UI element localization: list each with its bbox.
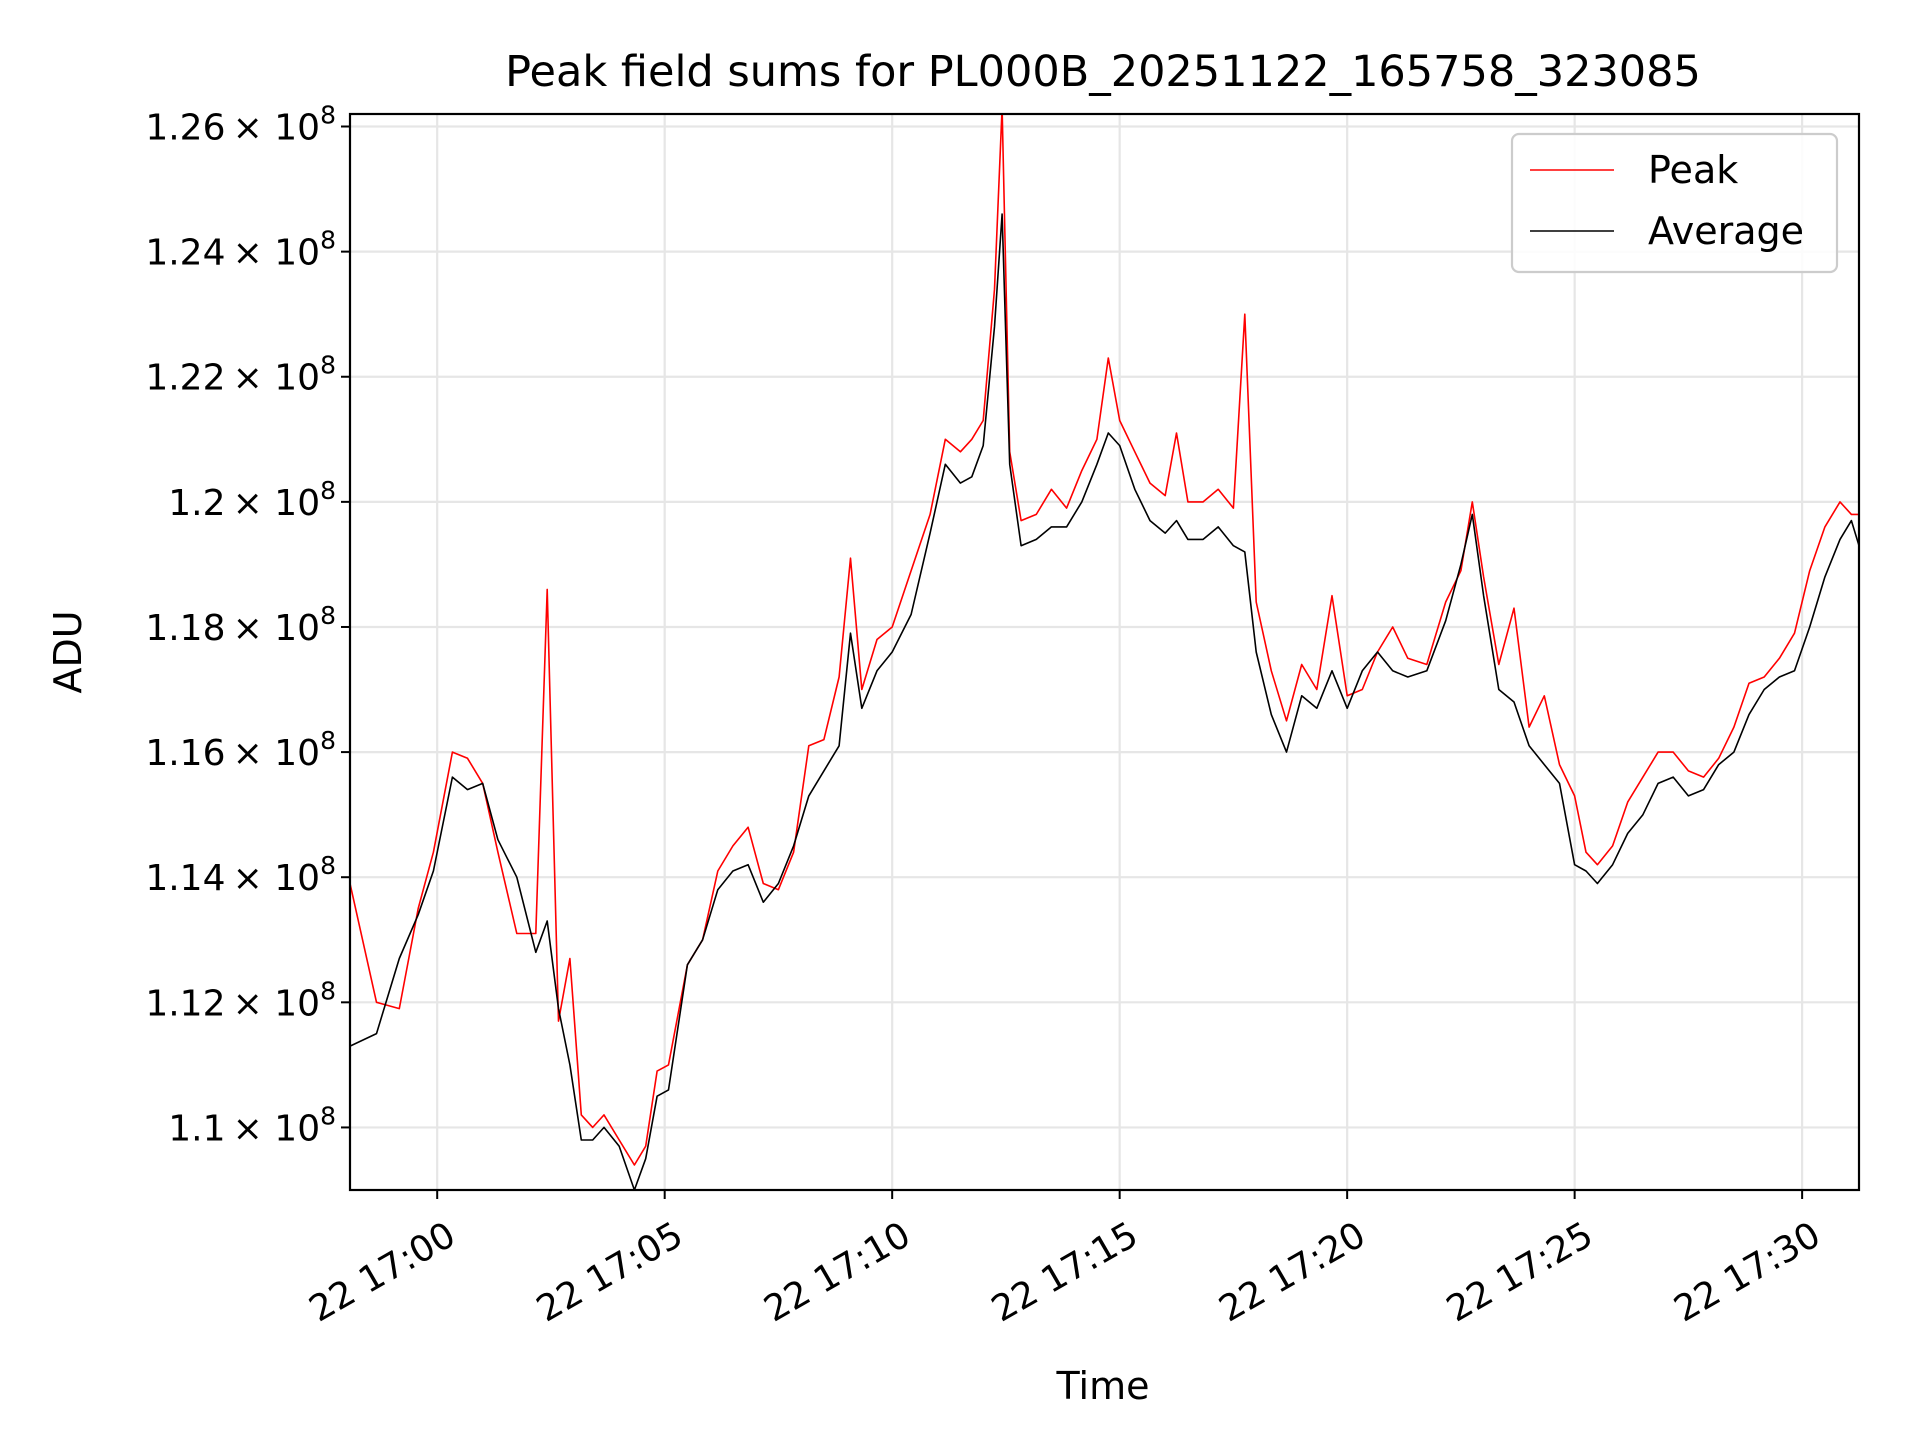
legend-box <box>1510 132 1839 274</box>
legend-label-average: Average <box>1648 209 1804 253</box>
y-tick-label: 1.2 × 108 <box>168 476 336 524</box>
y-axis: 1.1 × 108 1.12 × 108 1.14 × 108 1.16 × 108 1… <box>145 101 350 1149</box>
y-tick-label: 1.24 × 108 <box>145 226 336 274</box>
y-tick-label: 1.18 × 108 <box>145 601 336 649</box>
y-tick-label: 1.12 × 108 <box>145 976 336 1024</box>
y-tick-label: 1.14 × 108 <box>145 851 336 899</box>
series-layer <box>350 114 1859 1190</box>
y-tick-label: 1.26 × 108 <box>145 101 336 149</box>
legend: Peak Average <box>1510 132 1839 274</box>
grid-lines <box>350 114 1859 1190</box>
x-axis-label: Time <box>1056 1364 1150 1408</box>
y-tick-label: 1.22 × 108 <box>145 351 336 399</box>
plot-frame <box>348 112 1861 1192</box>
y-tick-label: 1.16 × 108 <box>145 726 336 774</box>
series-line-average <box>350 213 1859 1190</box>
y-axis-label: ADU <box>46 610 90 693</box>
chart-title: Peak field sums for PL000B_20251122_1657… <box>505 47 1701 97</box>
series-line-peak <box>350 114 1859 1166</box>
y-tick-label: 1.1 × 108 <box>168 1101 336 1149</box>
legend-label-peak: Peak <box>1648 148 1738 192</box>
